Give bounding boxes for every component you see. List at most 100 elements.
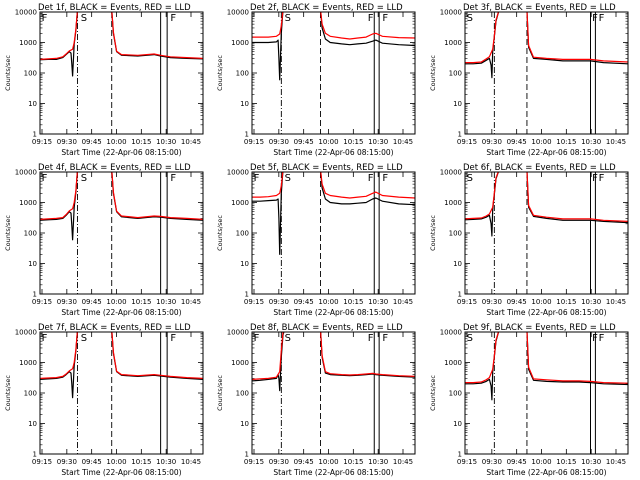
plot-frame — [251, 11, 416, 135]
x-tick-label: 10:00 — [106, 458, 126, 466]
x-tick-label: 09:30 — [57, 298, 77, 306]
y-tick-label: 1000 — [19, 359, 37, 367]
marker-letter: F — [368, 13, 374, 24]
x-tick-label: 10:45 — [181, 138, 201, 146]
x-tick-label: 10:45 — [606, 138, 626, 146]
x-tick-label: 09:30 — [482, 298, 502, 306]
y-tick-label: 100 — [449, 390, 462, 398]
x-axis-label: Start Time (22-Apr-06 08:15:00) — [486, 148, 606, 157]
marker-letter: S — [285, 13, 291, 24]
y-tick-label: 100 — [236, 390, 249, 398]
x-tick-label: 10:15 — [556, 458, 576, 466]
marker-letter: S — [81, 333, 87, 344]
x-tick-label: 10:15 — [343, 138, 363, 146]
x-tick-label: 09:15 — [32, 298, 52, 306]
x-tick-label: 10:15 — [343, 298, 363, 306]
series-line-lld — [252, 332, 415, 380]
x-tick-label: 10:45 — [393, 298, 413, 306]
x-axis-label: Start Time (22-Apr-06 08:15:00) — [486, 308, 606, 317]
y-tick-label: 1000 — [19, 39, 37, 47]
y-tick-label: 1000 — [231, 199, 249, 207]
x-tick-label: 10:00 — [531, 298, 551, 306]
x-axis-label: Start Time (22-Apr-06 08:15:00) — [61, 468, 181, 477]
marker-letter: F — [368, 333, 374, 344]
panel-title: Det 4f, BLACK = Events, RED = LLD — [38, 163, 191, 173]
series-line-events — [252, 332, 415, 392]
x-tick-label: 09:45 — [507, 458, 527, 466]
y-tick-label: 10000 — [440, 329, 462, 337]
x-tick-label: 10:15 — [556, 298, 576, 306]
x-tick-label: 10:15 — [131, 298, 151, 306]
panel-det-2f: Det 2f, BLACK = Events, RED = LLD Counts/… — [216, 3, 416, 157]
x-tick-label: 09:30 — [57, 138, 77, 146]
x-tick-label: 09:15 — [457, 458, 477, 466]
y-tick-label: 1 — [245, 291, 249, 299]
marker-letter: F — [382, 333, 388, 344]
panel-det-4f: Det 4f, BLACK = Events, RED = LLD Counts/… — [4, 163, 204, 317]
x-axis-label: Start Time (22-Apr-06 08:15:00) — [273, 308, 393, 317]
x-tick-label: 10:45 — [181, 298, 201, 306]
panel-title: Det 5f, BLACK = Events, RED = LLD — [250, 163, 403, 173]
series-group — [40, 332, 203, 399]
plot-frame — [464, 331, 629, 455]
marker-letter: F — [254, 173, 260, 184]
series-line-events — [252, 12, 415, 81]
x-tick-label: 09:45 — [294, 298, 314, 306]
panel-title: Det 6f, BLACK = Events, RED = LLD — [463, 163, 616, 173]
panel-det-5f: Det 5f, BLACK = Events, RED = LLD Counts/… — [216, 163, 416, 317]
y-tick-label: 1000 — [231, 39, 249, 47]
y-axis-label: Counts/sec — [4, 215, 12, 251]
y-tick-label: 100 — [449, 230, 462, 238]
x-tick-label: 09:30 — [57, 458, 77, 466]
y-tick-label: 10 — [28, 100, 37, 108]
x-tick-label: 10:00 — [531, 138, 551, 146]
y-tick-label: 10000 — [440, 169, 462, 177]
marker-letter: F — [382, 13, 388, 24]
panel-title: Det 8f, BLACK = Events, RED = LLD — [250, 323, 403, 333]
y-tick-label: 10000 — [227, 9, 249, 17]
y-tick-label: 10000 — [15, 9, 37, 17]
x-tick-label: 09:15 — [457, 298, 477, 306]
x-tick-label: 10:30 — [156, 138, 176, 146]
plot-frame — [251, 331, 416, 455]
x-tick-label: 10:45 — [393, 458, 413, 466]
x-tick-label: 09:15 — [244, 458, 264, 466]
marker-letter: S — [285, 173, 291, 184]
y-tick-label: 10 — [240, 420, 249, 428]
y-tick-label: 100 — [236, 70, 249, 78]
marker-letter: F — [42, 13, 48, 24]
y-axis-label: Counts/sec — [429, 215, 437, 251]
panel-det-3f: Det 3f, BLACK = Events, RED = LLD Counts/… — [429, 3, 629, 157]
marker-letter: F — [592, 333, 598, 344]
marker-letter: F — [170, 333, 176, 344]
marker-letter: F — [599, 333, 605, 344]
x-tick-label: 10:00 — [318, 298, 338, 306]
series-line-lld — [40, 12, 203, 60]
series-line-events — [465, 332, 628, 401]
y-tick-label: 1 — [458, 131, 462, 139]
marker-letter: F — [42, 333, 48, 344]
y-tick-label: 10 — [240, 260, 249, 268]
marker-letter: F — [592, 173, 598, 184]
x-axis-label: Start Time (22-Apr-06 08:15:00) — [61, 148, 181, 157]
x-tick-label: 10:15 — [556, 138, 576, 146]
y-tick-label: 1000 — [231, 359, 249, 367]
x-tick-label: 10:30 — [156, 298, 176, 306]
y-axis-label: Counts/sec — [4, 375, 12, 411]
y-tick-label: 10000 — [15, 329, 37, 337]
y-tick-label: 100 — [24, 70, 37, 78]
marker-letter: F — [382, 173, 388, 184]
x-tick-label: 10:00 — [318, 458, 338, 466]
plot-frame — [39, 171, 204, 295]
x-tick-label: 10:45 — [606, 298, 626, 306]
marker-letter: F — [599, 13, 605, 24]
series-line-events — [465, 172, 628, 237]
x-tick-label: 10:30 — [368, 298, 388, 306]
panel-det-1f: Det 1f, BLACK = Events, RED = LLD Counts/… — [4, 3, 204, 157]
y-tick-label: 1 — [458, 291, 462, 299]
y-tick-label: 1 — [33, 131, 37, 139]
x-axis-label: Start Time (22-Apr-06 08:15:00) — [273, 148, 393, 157]
y-tick-label: 1000 — [444, 199, 462, 207]
panel-det-7f: Det 7f, BLACK = Events, RED = LLD Counts/… — [4, 323, 204, 477]
